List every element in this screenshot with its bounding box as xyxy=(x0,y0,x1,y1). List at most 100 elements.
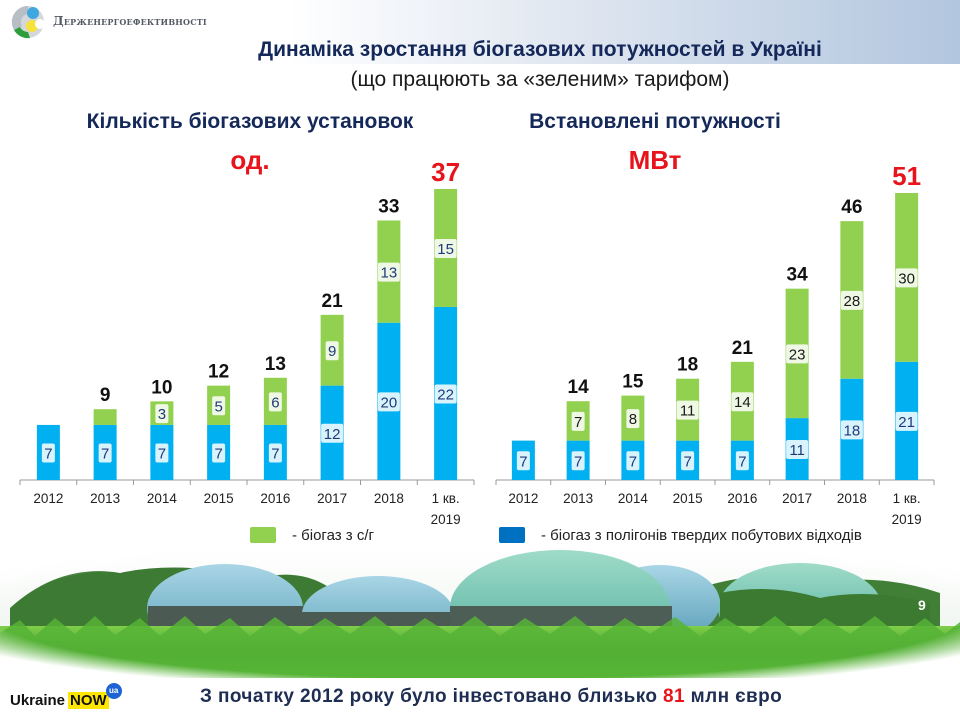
data-label-bg xyxy=(212,443,226,463)
data-label: 7 xyxy=(271,445,279,462)
investment-amount: 81 xyxy=(663,686,685,707)
data-label-bg xyxy=(840,290,863,310)
x-tick-label: 2015 xyxy=(204,491,234,506)
data-label: 7 xyxy=(44,445,52,462)
data-label: 9 xyxy=(328,343,336,360)
data-label-bg xyxy=(676,400,699,420)
data-label-bg xyxy=(377,262,400,282)
data-label-bg xyxy=(840,420,863,440)
data-label: 7 xyxy=(519,453,527,470)
data-label-bg xyxy=(895,411,918,431)
data-label-bg xyxy=(735,451,749,471)
data-label: 7 xyxy=(574,453,582,470)
x-tick-label: 2017 xyxy=(782,491,812,506)
x-tick-label: 2013 xyxy=(90,491,120,506)
chart-2-title: Встановлені потужності xyxy=(529,110,781,133)
bar-segment-agricultural xyxy=(93,409,117,425)
data-label: 7 xyxy=(158,445,166,462)
x-tick-label: 2014 xyxy=(147,491,178,506)
data-label: 5 xyxy=(214,398,222,415)
x-tick-label: 2016 xyxy=(727,491,757,506)
data-label-bg xyxy=(731,392,754,412)
total-label: 15 xyxy=(622,372,644,393)
legend-label: - біогаз з с/г xyxy=(292,526,374,544)
data-label-bg xyxy=(571,411,585,431)
data-label: 7 xyxy=(683,453,691,470)
x-tick-label: 2019 xyxy=(431,512,461,527)
legend-swatch-green xyxy=(250,527,276,543)
x-tick-label: 2013 xyxy=(563,491,593,506)
x-tick-label: 2017 xyxy=(317,491,347,506)
data-label: 7 xyxy=(214,445,222,462)
data-label-bg xyxy=(681,451,695,471)
x-tick-label: 2014 xyxy=(618,491,649,506)
chart-2-unit: МВт xyxy=(628,145,682,175)
data-label-bg xyxy=(98,443,112,463)
total-label: 46 xyxy=(841,197,862,218)
total-label: 14 xyxy=(568,377,590,398)
data-label-bg xyxy=(377,392,400,412)
legend-label: - біогаз з полігонів твердих побутових в… xyxy=(541,526,862,544)
chart-1-unit: од. xyxy=(230,145,270,175)
data-label: 7 xyxy=(629,453,637,470)
x-tick-label: 2012 xyxy=(508,491,538,506)
page-title: Динаміка зростання біогазових потужносте… xyxy=(258,38,822,61)
chart-1-title: Кількість біогазових установок xyxy=(86,110,414,133)
x-tick-label: 2018 xyxy=(837,491,867,506)
ukraine-now-logo-now: NOW xyxy=(68,691,109,709)
data-label-bg xyxy=(155,443,169,463)
data-label-bg xyxy=(626,409,640,429)
data-label: 30 xyxy=(898,270,915,287)
data-label-bg xyxy=(155,404,169,424)
total-label: 10 xyxy=(151,377,172,398)
investment-text-after: млн євро xyxy=(684,686,783,707)
x-tick-label: 2018 xyxy=(374,491,404,506)
data-label-bg xyxy=(41,443,55,463)
ukraine-now-logo-badge: ua xyxy=(105,683,122,699)
data-label: 20 xyxy=(381,394,398,411)
investment-summary: З початку 2012 року було інвестовано бли… xyxy=(200,686,782,708)
total-label: 13 xyxy=(265,354,286,375)
data-label: 11 xyxy=(789,442,805,459)
total-label: 21 xyxy=(322,291,344,312)
ukraine-now-logo: Ukraine NOW ua xyxy=(10,683,125,714)
data-label: 6 xyxy=(271,394,279,411)
data-label-bg xyxy=(786,440,809,460)
total-label: 18 xyxy=(677,355,698,376)
data-label: 7 xyxy=(574,414,582,431)
data-label-bg xyxy=(571,451,585,471)
total-label: 37 xyxy=(431,157,460,187)
x-tick-label: 2012 xyxy=(33,491,63,506)
chart-1: 7201279201373102014751220157613201612921… xyxy=(19,157,475,527)
data-label: 11 xyxy=(680,403,696,420)
data-label: 7 xyxy=(101,445,109,462)
data-label-bg xyxy=(626,451,640,471)
data-label: 12 xyxy=(324,426,341,443)
header-band xyxy=(0,0,960,64)
data-label-bg xyxy=(895,268,918,288)
total-label: 12 xyxy=(208,362,229,383)
total-label: 21 xyxy=(732,338,754,359)
investment-text-before: З початку 2012 року було інвестовано бли… xyxy=(200,686,664,707)
total-label: 9 xyxy=(100,385,111,406)
legend-swatch-blue xyxy=(499,527,525,543)
x-tick-label: 2019 xyxy=(892,512,922,527)
data-label: 7 xyxy=(738,453,746,470)
data-label: 15 xyxy=(437,241,454,258)
biogas-plant-photo xyxy=(0,548,960,678)
data-label: 3 xyxy=(158,406,166,423)
data-label: 8 xyxy=(629,411,637,428)
total-label: 33 xyxy=(378,196,399,217)
agency-logo-icon xyxy=(11,5,45,39)
data-label: 13 xyxy=(381,265,398,282)
data-label: 21 xyxy=(898,414,915,431)
data-label: 14 xyxy=(734,394,751,411)
page-subtitle: (що працюють за «зеленим» тарифом) xyxy=(350,68,730,91)
data-label: 23 xyxy=(789,346,806,363)
data-label-bg xyxy=(325,341,339,361)
chart-2: 7 2012 7 7 14 2013 7 8 15 2014 7 11 18 2015 7 14 21 2016 1… xyxy=(495,161,935,527)
data-label-bg xyxy=(212,396,226,416)
legend-item-agricultural: - біогаз з с/г xyxy=(250,525,374,545)
total-label: 51 xyxy=(892,161,921,191)
